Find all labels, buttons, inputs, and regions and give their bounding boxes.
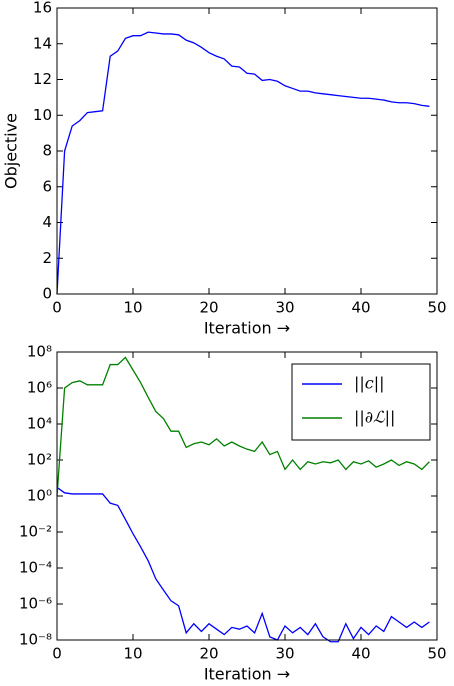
y-tick-label: 16 [33, 0, 52, 17]
y-tick-label: 10⁻⁴ [19, 559, 52, 577]
x-tick-label: 30 [275, 645, 294, 663]
y-tick-label: 10⁸ [27, 343, 52, 361]
y-tick-label: 14 [33, 34, 52, 52]
x-tick-label: 50 [427, 299, 446, 317]
y-tick-label: 4 [42, 213, 52, 231]
legend-label: ||c|| [354, 374, 385, 393]
line-series [56, 31, 430, 295]
legend-box [291, 363, 431, 441]
line-series [56, 356, 430, 497]
y-tick-label: 10⁻² [19, 523, 52, 541]
x-axis-label: Iteration → [204, 319, 290, 338]
y-tick-label: 10 [33, 106, 52, 124]
y-tick-label: 0 [42, 285, 52, 303]
x-tick-label: 40 [351, 645, 370, 663]
y-tick-label: 10⁴ [27, 415, 52, 433]
y-tick-label: 2 [42, 249, 52, 267]
line-series [56, 486, 430, 643]
y-tick-label: 8 [42, 142, 52, 160]
x-axis-label: Iteration → [204, 665, 290, 684]
y-tick-label: 10⁰ [27, 487, 52, 505]
y-tick-label: 10⁻⁸ [19, 631, 52, 649]
y-tick-label: 12 [33, 70, 52, 88]
x-tick-label: 20 [199, 299, 218, 317]
y-tick-label: 6 [42, 177, 52, 195]
axes-frame [56, 7, 438, 295]
legend-label: ||∂ℒ|| [354, 408, 395, 427]
y-axis-label: Objective [2, 113, 21, 189]
y-tick-label: 10² [27, 451, 52, 469]
x-tick-label: 0 [52, 645, 62, 663]
x-tick-label: 40 [351, 299, 370, 317]
x-tick-label: 50 [427, 645, 446, 663]
x-tick-label: 10 [123, 645, 142, 663]
x-tick-label: 20 [199, 645, 218, 663]
y-tick-label: 10⁶ [27, 379, 52, 397]
y-tick-label: 10⁻⁶ [19, 595, 52, 613]
x-tick-label: 30 [275, 299, 294, 317]
axes-frame [56, 351, 438, 641]
x-tick-label: 0 [52, 299, 62, 317]
x-tick-label: 10 [123, 299, 142, 317]
